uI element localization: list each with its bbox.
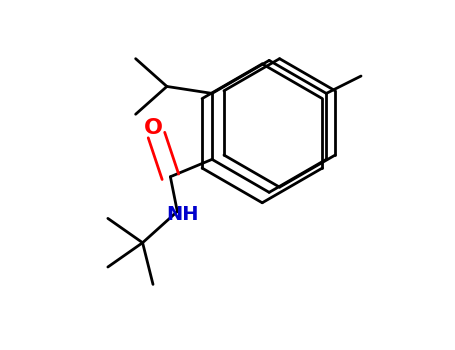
Text: NH: NH (166, 205, 199, 224)
Text: O: O (143, 118, 162, 138)
